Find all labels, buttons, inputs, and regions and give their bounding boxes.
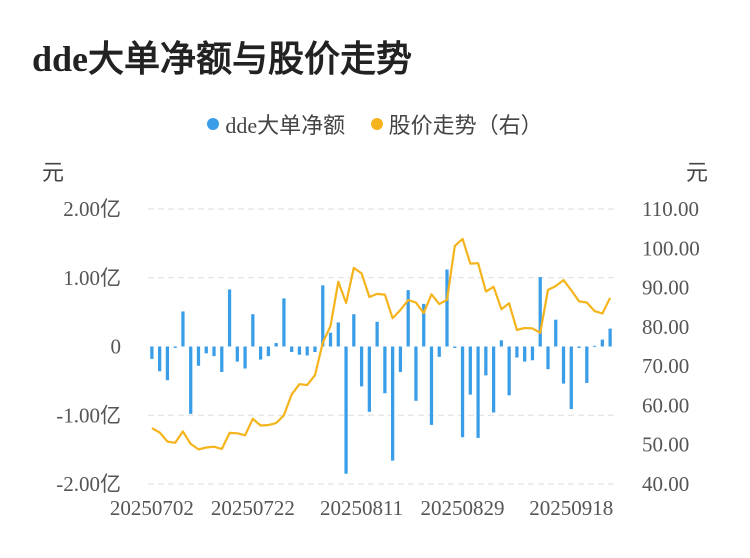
legend-label-price: 股价走势（右） (388, 113, 543, 138)
left-tick-label: 1.00亿 (63, 266, 121, 290)
bar (491, 346, 496, 413)
bar (181, 311, 185, 347)
bar (546, 346, 550, 370)
bar (538, 277, 542, 347)
bar (313, 346, 317, 352)
bar (468, 346, 472, 395)
legend-item-dde[interactable]: dde大单净额 (207, 108, 345, 140)
bar (274, 343, 278, 347)
left-tick-label: 0 (111, 335, 122, 359)
bar (158, 346, 162, 372)
left-tick-label: -1.00亿 (56, 403, 121, 427)
bar (251, 314, 255, 347)
bar (460, 346, 465, 438)
bar (476, 346, 480, 438)
bar (336, 322, 340, 347)
bar (290, 346, 294, 352)
right-tick-label: 40.00 (642, 472, 689, 496)
bar (507, 346, 511, 396)
x-tick-label: 20250722 (211, 496, 295, 520)
bar (282, 298, 286, 347)
bar (453, 346, 457, 348)
bar (585, 346, 589, 383)
bar (328, 332, 333, 347)
right-axis-unit: 元 (685, 160, 708, 185)
right-tick-label: 80.00 (642, 315, 689, 339)
bar (352, 314, 356, 347)
bar (227, 289, 232, 347)
bar (189, 346, 193, 414)
bar (554, 319, 558, 347)
left-axis-unit: 元 (42, 160, 65, 185)
bar (359, 346, 364, 387)
bar (196, 346, 201, 366)
bar (150, 346, 154, 359)
x-tick-label: 20250811 (320, 496, 403, 520)
bar (344, 346, 348, 474)
legend-item-price[interactable]: 股价走势（右） (370, 108, 543, 140)
right-tick-label: 70.00 (642, 354, 689, 378)
left-tick-label: -2.00亿 (56, 472, 121, 496)
bar (258, 346, 263, 360)
bar (204, 346, 208, 354)
bar (569, 346, 573, 410)
x-tick-label: 20250918 (529, 496, 613, 520)
bar (429, 346, 434, 425)
bar (530, 346, 535, 361)
bar (321, 285, 325, 347)
legend-dot-icon (370, 118, 383, 130)
bar (367, 346, 371, 412)
bar (220, 346, 224, 372)
bar (398, 346, 403, 372)
right-tick-label: 50.00 (642, 433, 689, 457)
bar (600, 339, 604, 347)
bar (235, 346, 239, 362)
x-tick-label: 20250829 (421, 496, 505, 520)
right-tick-label: 110.00 (642, 197, 699, 221)
bar (173, 346, 177, 348)
bar (499, 340, 504, 347)
bar (243, 346, 247, 369)
bar (383, 346, 387, 394)
bar (437, 346, 441, 357)
legend: dde大单净额 股价走势（右） (0, 108, 750, 140)
bar (523, 346, 527, 362)
bar (212, 346, 216, 357)
x-tick-label: 20250702 (110, 496, 194, 520)
right-tick-label: 60.00 (642, 393, 689, 417)
bar (608, 328, 612, 347)
legend-dot-icon (207, 118, 220, 130)
bar (445, 269, 449, 347)
bar (266, 346, 271, 357)
bar (165, 346, 170, 381)
bar (375, 321, 379, 347)
bar (422, 303, 426, 347)
right-tick-label: 100.00 (642, 236, 700, 260)
bar (515, 346, 519, 358)
chart-title: dde大单净额与股价走势 (32, 39, 413, 79)
bar (305, 346, 309, 356)
bar (414, 346, 418, 401)
price-line (151, 237, 612, 451)
bar (391, 346, 395, 461)
bar (561, 346, 566, 384)
bar (297, 346, 302, 355)
legend-label-dde: dde大单净额 (225, 113, 346, 138)
bar (592, 345, 597, 347)
right-tick-label: 90.00 (642, 276, 689, 300)
bar (484, 346, 488, 376)
left-tick-label: 2.00亿 (63, 197, 121, 221)
bar (406, 290, 410, 347)
bar (577, 346, 581, 348)
